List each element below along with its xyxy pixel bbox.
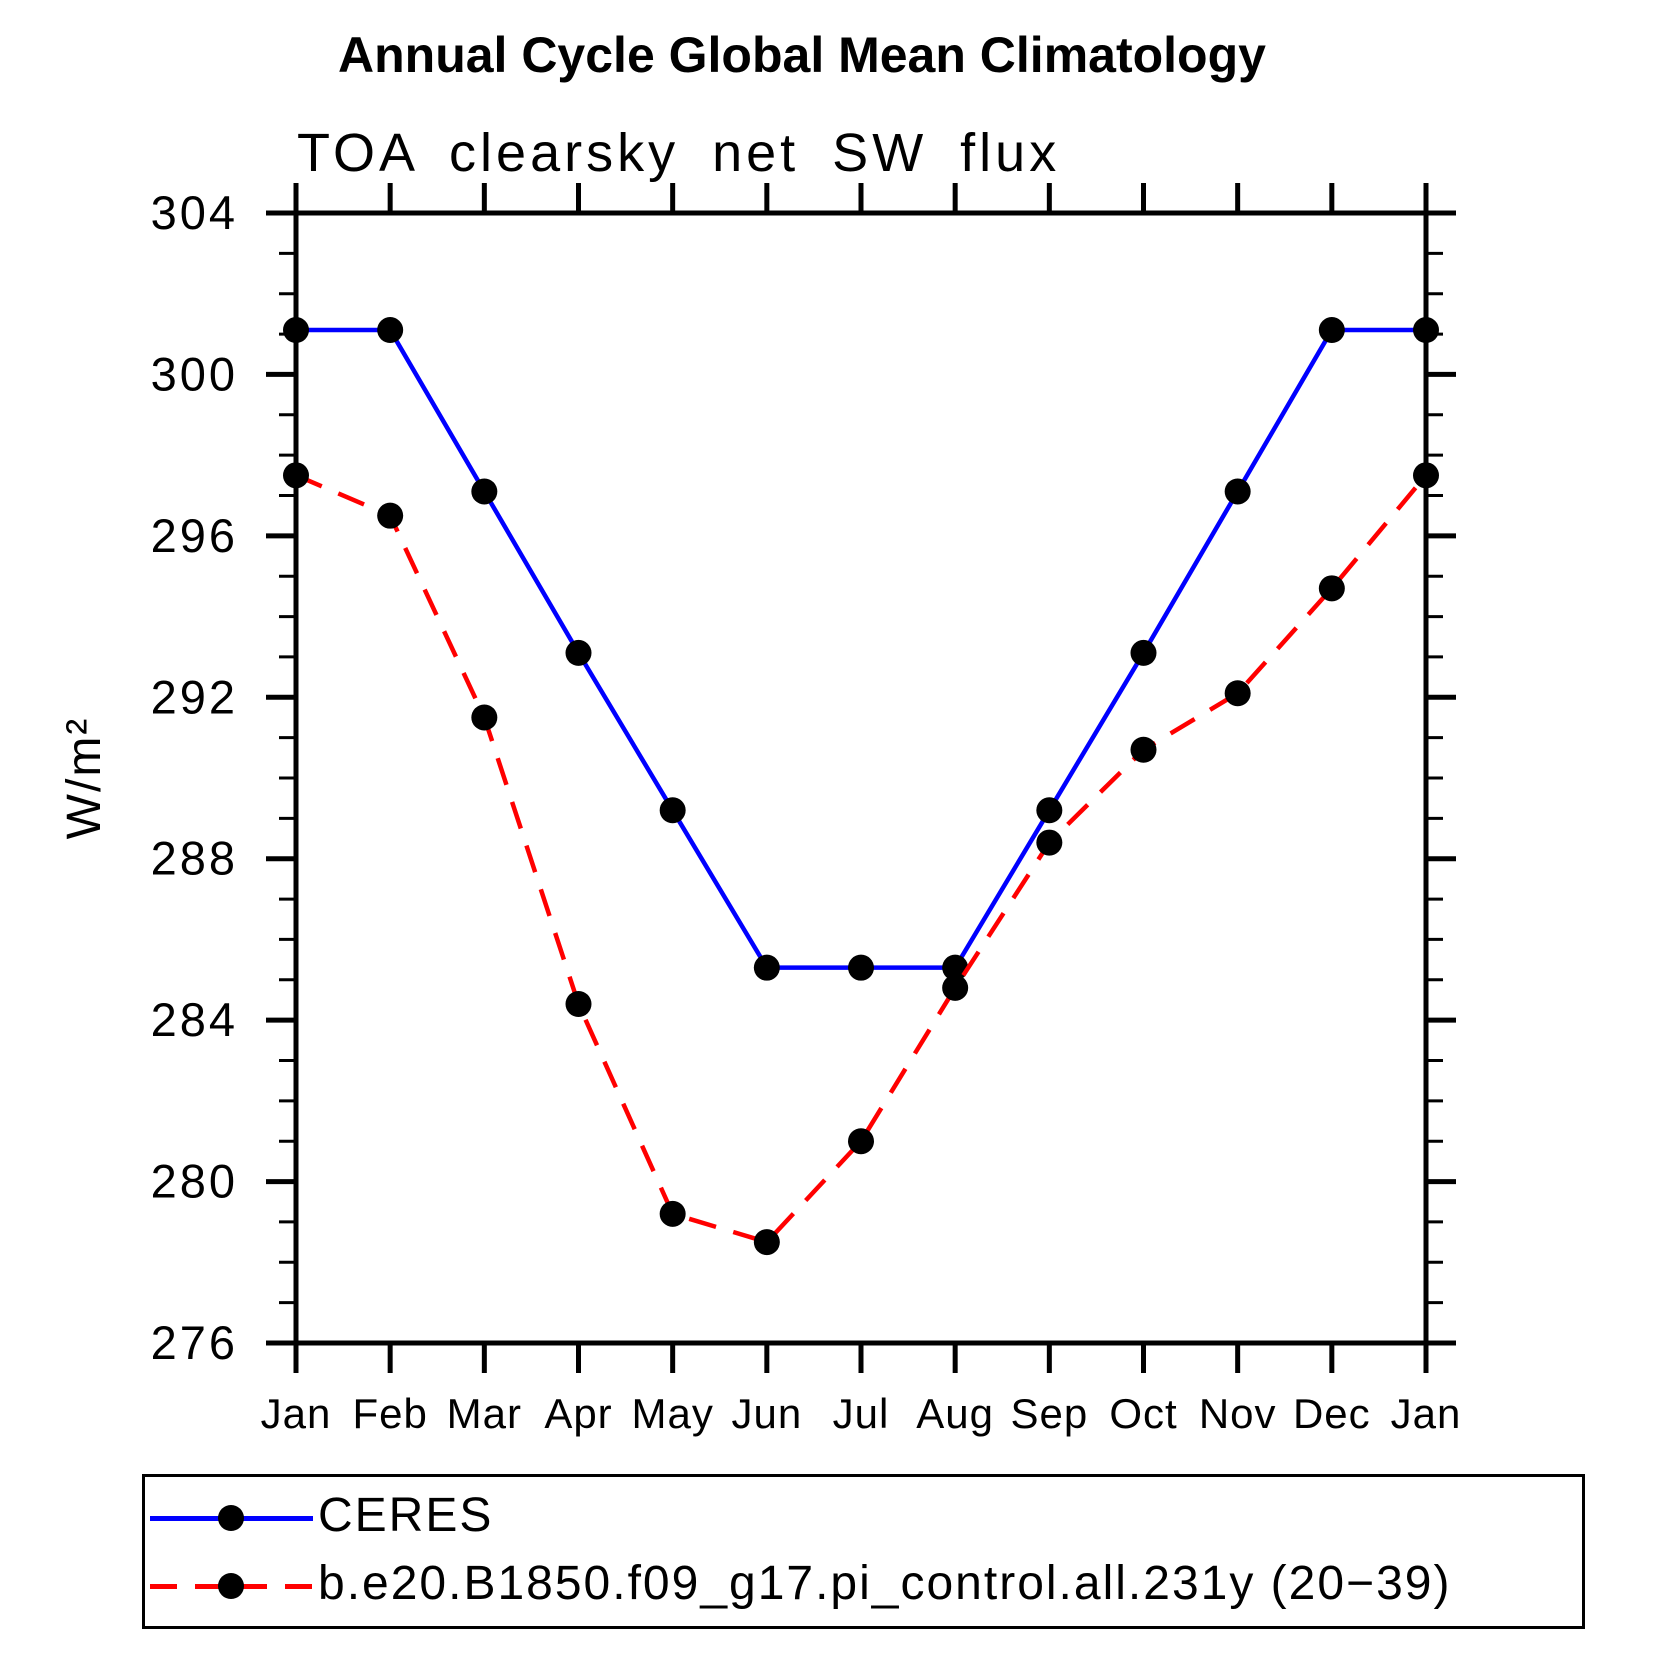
data-point bbox=[1318, 317, 1345, 344]
data-point bbox=[1413, 317, 1439, 344]
data-point bbox=[1318, 575, 1345, 602]
data-point bbox=[1224, 680, 1251, 707]
data-point bbox=[942, 974, 969, 1001]
month-label: Jan bbox=[261, 1390, 332, 1437]
legend-label-model: b.e20.B1850.f09_g17.pi_control.all.231y … bbox=[318, 1557, 1452, 1610]
month-label: May bbox=[631, 1390, 713, 1437]
data-point bbox=[1036, 829, 1063, 856]
data-point bbox=[659, 797, 686, 824]
month-label: Aug bbox=[916, 1390, 994, 1437]
y-tick-label: 300 bbox=[151, 347, 238, 400]
data-point bbox=[565, 639, 592, 666]
data-point bbox=[848, 954, 874, 981]
y-tick-label: 304 bbox=[151, 186, 238, 239]
series-line-ceres bbox=[296, 327, 1426, 970]
chart-title: Annual Cycle Global Mean Climatology bbox=[338, 27, 1266, 83]
data-point bbox=[565, 991, 592, 1017]
legend-label-ceres: CERES bbox=[318, 1489, 494, 1542]
data-point bbox=[1224, 478, 1251, 505]
y-axis-title: W/m² bbox=[58, 717, 111, 840]
month-label: Oct bbox=[1109, 1390, 1177, 1437]
data-point bbox=[753, 1229, 780, 1256]
y-tick-label: 284 bbox=[151, 993, 238, 1046]
month-label: Apr bbox=[544, 1390, 612, 1437]
y-tick-label: 288 bbox=[151, 832, 238, 885]
y-tick-label: 292 bbox=[151, 670, 238, 723]
month-label: Jul bbox=[833, 1390, 890, 1437]
legend-marker-icon bbox=[218, 1573, 244, 1599]
data-point bbox=[471, 704, 498, 731]
data-point bbox=[471, 478, 498, 505]
data-point bbox=[1413, 462, 1439, 489]
data-point bbox=[377, 317, 404, 344]
series-line-model bbox=[295, 473, 1428, 1245]
chart-subtitle: TOA clearsky net SW flux bbox=[297, 123, 1061, 183]
month-label: Jan bbox=[1391, 1390, 1462, 1437]
y-tick-label: 296 bbox=[151, 509, 238, 562]
data-point bbox=[283, 317, 309, 344]
month-label: Nov bbox=[1199, 1390, 1277, 1437]
month-label: Mar bbox=[447, 1390, 522, 1437]
legend-marker-icon bbox=[218, 1505, 244, 1531]
y-tick-label: 276 bbox=[151, 1316, 238, 1369]
y-tick-label: 280 bbox=[151, 1155, 238, 1208]
data-point bbox=[753, 954, 780, 981]
data-point bbox=[1130, 639, 1157, 666]
month-label: Feb bbox=[352, 1390, 427, 1437]
month-label: Jun bbox=[731, 1390, 802, 1437]
data-point bbox=[848, 1128, 874, 1155]
data-point bbox=[1130, 736, 1157, 763]
data-point bbox=[377, 502, 404, 529]
month-label: Dec bbox=[1293, 1390, 1371, 1437]
month-label: Sep bbox=[1010, 1390, 1088, 1437]
data-point bbox=[1036, 797, 1063, 824]
legend: CERES b.e20.B1850.f09_g17.pi_control.all… bbox=[142, 1474, 1585, 1629]
data-point bbox=[283, 462, 309, 489]
data-point bbox=[659, 1200, 686, 1227]
plot-frame bbox=[293, 210, 1429, 1346]
